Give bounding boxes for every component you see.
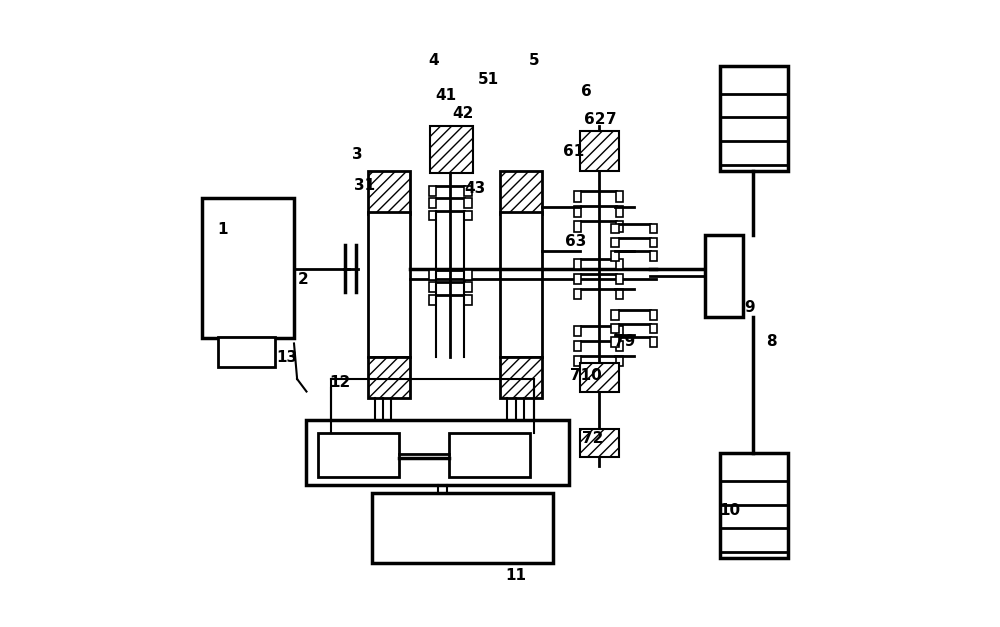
Bar xyxy=(580,364,619,391)
Text: 41: 41 xyxy=(435,88,456,103)
Text: 710: 710 xyxy=(570,369,602,384)
Bar xyxy=(650,238,657,247)
Text: 4: 4 xyxy=(428,53,439,68)
Bar xyxy=(611,224,619,233)
Text: 2: 2 xyxy=(298,271,309,287)
Text: 61: 61 xyxy=(563,144,584,159)
Bar xyxy=(650,310,657,320)
Bar xyxy=(464,282,472,292)
Bar xyxy=(429,198,436,208)
Text: 7: 7 xyxy=(606,112,616,127)
Bar xyxy=(616,206,623,216)
Bar xyxy=(616,273,623,284)
Bar xyxy=(650,224,657,233)
Bar xyxy=(368,357,410,398)
Bar xyxy=(429,211,436,221)
Bar xyxy=(611,251,619,261)
Text: 79: 79 xyxy=(614,334,635,349)
Bar xyxy=(616,326,623,337)
Bar xyxy=(650,251,657,261)
Bar xyxy=(616,221,623,231)
Bar xyxy=(464,295,472,305)
Bar xyxy=(464,186,472,196)
Bar xyxy=(616,356,623,366)
Bar xyxy=(500,171,542,214)
Bar xyxy=(574,258,581,269)
Text: 9: 9 xyxy=(744,300,755,315)
Bar xyxy=(720,453,788,558)
Text: 3: 3 xyxy=(352,147,363,162)
Bar xyxy=(650,324,657,333)
Bar xyxy=(574,273,581,284)
Bar xyxy=(368,171,410,214)
Text: 31: 31 xyxy=(354,178,375,193)
Bar xyxy=(464,198,472,208)
Bar xyxy=(318,433,399,477)
Bar xyxy=(611,337,619,347)
Bar xyxy=(449,433,530,477)
Bar xyxy=(720,66,788,171)
Bar xyxy=(611,238,619,247)
Text: 5: 5 xyxy=(529,53,540,68)
Text: 8: 8 xyxy=(766,334,777,349)
Bar xyxy=(574,221,581,231)
Text: 10: 10 xyxy=(719,503,740,518)
Text: 13: 13 xyxy=(276,350,297,365)
Bar xyxy=(429,186,436,196)
Bar xyxy=(616,288,623,299)
Text: 1: 1 xyxy=(217,222,227,237)
Bar xyxy=(429,282,436,292)
Bar xyxy=(705,236,743,317)
Text: 42: 42 xyxy=(452,106,473,121)
Bar xyxy=(218,337,275,367)
Text: 12: 12 xyxy=(329,375,350,389)
Bar xyxy=(574,356,581,366)
Bar xyxy=(574,326,581,337)
Text: 43: 43 xyxy=(464,181,486,196)
Bar xyxy=(500,213,542,357)
Text: 11: 11 xyxy=(505,568,526,583)
Bar xyxy=(429,295,436,305)
Bar xyxy=(616,258,623,269)
Bar xyxy=(574,341,581,352)
Bar xyxy=(202,198,294,339)
Bar xyxy=(580,429,619,457)
Text: 6: 6 xyxy=(581,85,592,100)
Bar xyxy=(464,211,472,221)
Text: 62: 62 xyxy=(584,112,606,127)
Bar xyxy=(464,270,472,280)
Bar xyxy=(372,493,553,563)
Bar xyxy=(611,324,619,333)
Bar xyxy=(306,419,569,485)
Bar xyxy=(580,130,619,171)
Text: 72: 72 xyxy=(582,431,603,446)
Bar xyxy=(650,337,657,347)
Bar xyxy=(574,288,581,299)
Bar xyxy=(430,126,473,173)
Bar xyxy=(574,206,581,216)
Text: 63: 63 xyxy=(565,234,587,249)
Bar xyxy=(368,213,410,357)
Bar xyxy=(616,341,623,352)
Text: 51: 51 xyxy=(478,72,499,87)
Bar xyxy=(616,191,623,202)
Bar xyxy=(500,357,542,398)
Bar xyxy=(574,191,581,202)
Bar xyxy=(429,270,436,280)
Bar xyxy=(611,310,619,320)
